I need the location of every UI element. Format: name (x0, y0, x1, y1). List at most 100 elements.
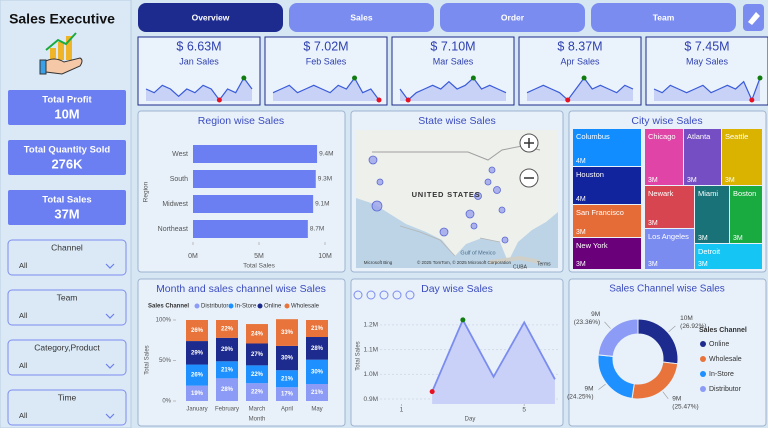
x-tick-label: 10M (318, 253, 332, 260)
x-axis-title: Day (465, 417, 476, 423)
data-label: 17% (281, 392, 294, 398)
month-label: Mar Sales (433, 56, 474, 66)
data-label: 9M (591, 311, 600, 318)
y-tick-label: 100% (156, 318, 172, 324)
legend-marker (700, 371, 706, 377)
y-axis-title: Total Sales (356, 341, 362, 370)
x-tick-label: May (311, 407, 322, 413)
x-tick-label: February (215, 407, 239, 413)
filter-box (7, 289, 127, 326)
cell-value: 3M (648, 177, 658, 184)
sparkline-max (241, 75, 247, 81)
bar-segment (186, 364, 208, 386)
treemap-cell (695, 186, 729, 243)
legend-label: In-Store (709, 371, 734, 378)
month-label: May Sales (686, 56, 729, 66)
filter-dropdown[interactable] (14, 409, 120, 422)
legend-label: Distributor (201, 304, 228, 310)
y-tick-label: 1.1M (364, 346, 378, 353)
zoom-in-button[interactable] (519, 133, 539, 153)
y-tick-label: Midwest (162, 201, 188, 208)
tab-button[interactable] (591, 3, 736, 32)
sparkline (399, 77, 507, 101)
data-label: (23.36%) (574, 319, 600, 326)
dropdown-chevron (105, 313, 115, 319)
filter-dropdown[interactable] (14, 359, 120, 372)
data-label: 21% (221, 367, 234, 373)
treemap-cell (722, 129, 762, 185)
bar-segment (216, 378, 238, 401)
month-sales-value: $ 7.45M (684, 39, 729, 53)
legend-label: In-Store (235, 304, 257, 310)
cell-value: 3M (698, 261, 708, 268)
eraser-button[interactable] (743, 4, 764, 31)
sparkline-area (527, 78, 633, 101)
sparkline-max (581, 75, 587, 81)
bar (193, 195, 314, 213)
tab-button[interactable] (289, 3, 434, 32)
bar-segment (216, 361, 238, 379)
visual-header-icons[interactable] (353, 290, 415, 300)
filter-value: All (19, 261, 28, 270)
cell-value: 4M (576, 158, 586, 165)
treemap-cell (695, 244, 762, 269)
data-label: (25.47%) (672, 404, 698, 411)
filter-dropdown[interactable] (14, 259, 120, 272)
month-sales-value: $ 7.02M (303, 39, 348, 53)
map-bubbles (368, 155, 509, 244)
bar-segment (246, 383, 268, 401)
treemap-cell (730, 186, 762, 243)
x-tick-label: January (186, 407, 207, 413)
x-axis-title: Month (249, 417, 266, 423)
filter-dropdown[interactable] (14, 309, 120, 322)
bar (193, 145, 318, 163)
tab-label: Team (653, 12, 675, 22)
filter-label: Channel (51, 242, 83, 252)
data-label: 21% (281, 376, 294, 382)
leader-line (604, 321, 611, 329)
data-label: 9.4M (319, 151, 333, 158)
cell-name: Detroit (698, 247, 721, 256)
legend-marker (700, 386, 706, 392)
data-label: 9M (672, 396, 681, 403)
cell-value: 3M (648, 261, 658, 268)
y-axis-title: Total Sales (145, 345, 151, 374)
legend-label: Wholesale (291, 304, 320, 310)
cell-name: Los Angeles (648, 232, 689, 241)
x-tick-label: 1 (400, 407, 404, 414)
data-label: 9.3M (318, 176, 332, 183)
cell-value: 3M (576, 261, 586, 268)
x-tick-label: 5M (254, 253, 264, 260)
x-tick-label: 0M (188, 253, 198, 260)
treemap-cell (573, 238, 641, 269)
legend-label: Distributor (709, 386, 742, 393)
data-label: 8.7M (310, 226, 324, 233)
cell-name: Columbus (576, 132, 610, 141)
treemap-cell (645, 186, 694, 228)
data-label: 21% (311, 390, 324, 396)
legend-marker (257, 303, 263, 309)
data-label: 29% (221, 347, 234, 353)
sparkline-max (470, 75, 476, 81)
filter-label: Team (57, 292, 78, 302)
cell-name: Newark (648, 189, 674, 198)
filter-label: Time (58, 392, 77, 402)
legend-marker (228, 303, 234, 309)
data-label: 33% (281, 330, 294, 336)
bar-segment (276, 387, 298, 401)
cell-name: San Francisco (576, 208, 624, 217)
map-attribution: © 2025 TomTom, © 2025 Microsoft Corporat… (417, 259, 512, 265)
bar (193, 220, 308, 238)
tab-label: Overview (192, 12, 230, 22)
zoom-out-button[interactable] (519, 168, 539, 188)
data-label: 27% (251, 352, 264, 358)
tab-button[interactable] (138, 3, 283, 32)
treemap-cell (645, 129, 683, 185)
tab-label: Sales (350, 12, 372, 22)
sparkline-max (757, 75, 763, 81)
x-tick-label: 5 (522, 407, 526, 414)
tab-button[interactable] (440, 3, 585, 32)
bar (193, 170, 316, 188)
data-label: 30% (281, 356, 294, 362)
filter-box (7, 239, 127, 276)
